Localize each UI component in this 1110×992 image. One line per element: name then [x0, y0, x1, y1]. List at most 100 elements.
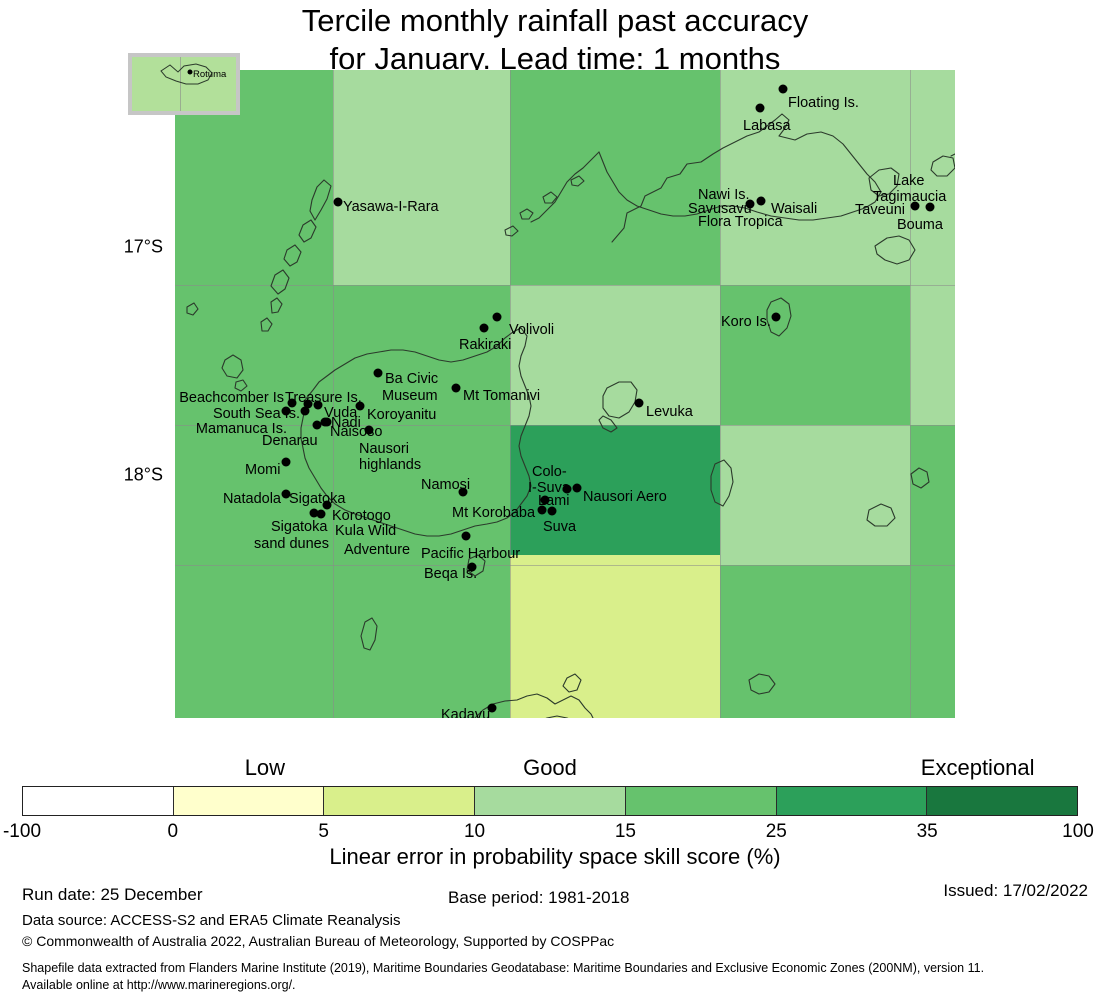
place-marker: [467, 562, 477, 572]
place-label: Koro Is.: [721, 314, 771, 330]
place-marker: [756, 196, 766, 206]
colorbar-segment: [475, 787, 626, 815]
inset-gridline: [180, 57, 181, 111]
place-label: highlands: [359, 457, 422, 473]
rotuma-label: Rotuma: [193, 69, 227, 80]
place-label: Koroyanitu: [367, 407, 437, 423]
colorbar-tick: -100: [2, 821, 42, 842]
place-label: Mamanuca Is.: [195, 421, 287, 437]
place-marker: [925, 202, 935, 212]
place-label: Flora Tropica: [698, 214, 783, 230]
place-marker: [364, 425, 374, 435]
colorbar-segment: [23, 787, 174, 815]
place-marker: [461, 531, 471, 541]
place-label: Lake: [893, 173, 925, 189]
place-label: Denarau: [262, 433, 318, 449]
place-label: Naisoso: [330, 424, 383, 440]
colorbar-category-exceptional: Exceptional: [920, 755, 1035, 780]
title-line-1: Tercile monthly rainfall past accuracy: [301, 3, 809, 38]
shapefile-note-line-2: Available online at http://www.marinereg…: [22, 978, 296, 992]
colorbar-category-good: Good: [523, 755, 577, 780]
place-marker: [537, 505, 547, 515]
place-marker: [479, 323, 489, 333]
grid-cell: [510, 70, 720, 285]
place-label: I-Suva: [528, 480, 570, 496]
colorbar-tick: 15: [614, 821, 636, 842]
place-marker: [771, 312, 781, 322]
place-label: Nausori: [359, 441, 409, 457]
place-label: Treasure Is.: [285, 390, 362, 406]
colorbar-tick: 100: [1062, 821, 1094, 842]
place-label: Bouma: [897, 217, 943, 233]
map-canvas: Yasawa-I-Rara Floating Is. Labasa Lake Tagim…: [175, 70, 955, 718]
shapefile-note-line-1: Shapefile data extracted from Flanders M…: [22, 961, 985, 975]
colorbar-panel: Low Good Exceptional -100 0 5 10 15 25 35 100 Lin…: [0, 755, 1110, 870]
place-label: Namosi: [421, 477, 471, 493]
place-marker: [562, 484, 572, 494]
place-label: Kula Wild: [335, 523, 397, 539]
run-date: Run date: 25 December: [22, 885, 203, 904]
place-marker: [281, 457, 291, 467]
place-label: Beqa Is.: [424, 566, 478, 582]
place-label: Sigatoka: [271, 519, 328, 535]
place-label: Museum: [382, 388, 438, 404]
place-marker: [309, 508, 319, 518]
place-label: Nausori Aero: [583, 489, 667, 505]
colorbar-segment: [324, 787, 476, 815]
place-label: Levuka: [646, 404, 693, 420]
gridline-vertical: [910, 70, 911, 718]
place-label: Natadola: [222, 491, 281, 507]
place-label: Nadi: [331, 415, 361, 431]
place-marker: [355, 401, 365, 411]
place-label: Savusavu: [688, 201, 752, 217]
place-label: Taveuni: [855, 202, 905, 218]
colorbar-label: Linear error in probability space skill …: [329, 844, 781, 869]
place-marker: [316, 509, 326, 519]
data-source: Data source: ACCESS-S2 and ERA5 Climate …: [22, 912, 401, 929]
y-tick-1: 18°S: [123, 464, 163, 485]
place-marker: [320, 417, 330, 427]
grid-cell: [720, 425, 910, 565]
place-label: Yasawa-I-Rara: [343, 199, 439, 215]
colorbar-segment: [776, 787, 928, 815]
issued-date: Issued: 17/02/2022: [943, 881, 1088, 900]
place-marker: [281, 489, 291, 499]
place-marker: [540, 495, 550, 505]
place-label: Volivoli: [509, 322, 555, 338]
place-marker: [451, 383, 461, 393]
place-marker: [313, 400, 323, 410]
coastline-overlay: [186, 113, 955, 718]
place-marker: [300, 406, 310, 416]
y-tick-0: 17°S: [123, 236, 163, 257]
gridline-horizontal: [175, 425, 955, 426]
place-marker: [492, 312, 502, 322]
rotuma-inset: Rotuma: [128, 53, 240, 115]
colorbar-tick: 0: [167, 821, 179, 842]
place-marker: [745, 199, 755, 209]
place-label: Korotogo: [332, 508, 391, 524]
chart-title: Tercile monthly rainfall past accuracy f…: [0, 2, 1110, 78]
place-label: Adventure: [344, 542, 411, 558]
grid-cell: [720, 565, 955, 718]
place-marker: [487, 703, 497, 713]
grid-cell: [910, 425, 955, 565]
place-marker: [312, 420, 322, 430]
colorbar: [22, 786, 1078, 816]
colorbar-tick: 35: [916, 821, 938, 842]
grid-cell: [175, 425, 510, 565]
place-label: Kadavu: [441, 707, 491, 719]
place-label: Rakiraki: [459, 337, 512, 353]
grid-cell: [910, 285, 955, 425]
place-label: Tagimaucia: [873, 189, 947, 205]
grid-cell: [175, 565, 333, 718]
place-marker: [458, 487, 468, 497]
colorbar-segment: [173, 787, 325, 815]
place-label: Floating Is.: [788, 95, 859, 111]
gridline-vertical: [720, 70, 721, 718]
place-marker: [547, 506, 557, 516]
place-label: Nawi Is.: [698, 187, 750, 203]
rotuma-dot: [187, 69, 193, 75]
colorbar-segment: [927, 787, 1078, 815]
colorbar-category-low: Low: [244, 755, 286, 780]
